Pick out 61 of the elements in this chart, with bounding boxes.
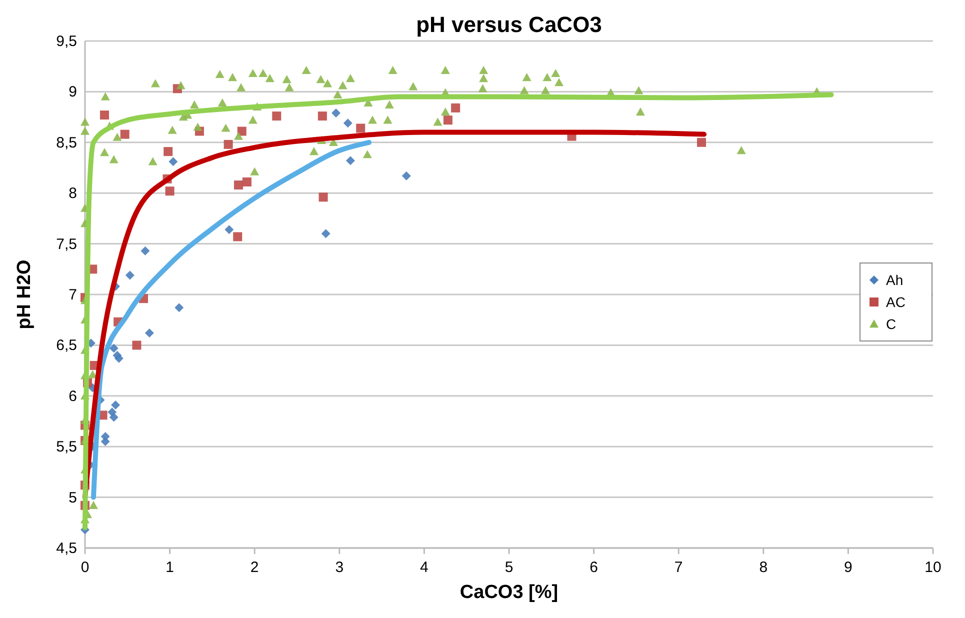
- point: [321, 229, 330, 238]
- point: [132, 340, 142, 350]
- point: [451, 103, 460, 112]
- x-tick-label: 1: [166, 559, 174, 576]
- x-tick-label: 5: [504, 559, 514, 576]
- point: [346, 156, 355, 166]
- point: [109, 344, 118, 353]
- point: [111, 400, 120, 410]
- point: [164, 147, 173, 156]
- chart-title: pH versus CaCO3: [416, 12, 602, 37]
- point: [100, 437, 110, 446]
- point: [140, 246, 150, 256]
- y-tick-label: 6: [68, 388, 77, 405]
- point: [318, 192, 328, 202]
- point: [174, 303, 184, 312]
- x-tick-label: 6: [590, 559, 598, 576]
- point: [237, 126, 246, 136]
- point: [272, 112, 282, 121]
- x-tick-label: 0: [80, 559, 90, 576]
- y-tick-label: 9,5: [56, 33, 77, 50]
- y-tick-label: 8: [68, 185, 77, 202]
- point: [402, 171, 411, 180]
- x-axis-title: CaCO3 [%]: [460, 582, 558, 603]
- legend-label: AC: [886, 294, 906, 310]
- y-tick-label: 7: [68, 286, 77, 304]
- point: [144, 328, 154, 338]
- point: [100, 110, 110, 120]
- y-tick-label: 6,5: [56, 337, 77, 354]
- y-tick-label: 4,5: [56, 540, 77, 557]
- point: [356, 124, 366, 133]
- x-tick-label: 10: [924, 559, 942, 576]
- point: [114, 354, 124, 363]
- y-tick-label: 9: [68, 84, 77, 101]
- point: [168, 157, 178, 166]
- y-tick-label: 5,5: [56, 438, 77, 456]
- y-tick-label: 5: [68, 489, 77, 506]
- point: [165, 186, 174, 196]
- y-tick-label: 7,5: [56, 236, 77, 253]
- x-tick-label: 8: [759, 559, 768, 576]
- legend-label: C: [886, 316, 896, 332]
- point: [224, 225, 234, 234]
- point: [318, 112, 327, 121]
- legend-label: Ah: [886, 272, 904, 288]
- point: [443, 116, 452, 125]
- point: [125, 270, 134, 280]
- y-tick-label: 8,5: [56, 134, 77, 152]
- x-tick-label: 2: [250, 559, 259, 576]
- point: [109, 412, 118, 422]
- x-tick-label: 3: [335, 559, 344, 576]
- point: [120, 130, 130, 139]
- x-tick-label: 9: [844, 559, 852, 576]
- point: [696, 138, 706, 147]
- x-tick-label: 7: [674, 559, 683, 576]
- x-tick-label: 4: [420, 559, 428, 576]
- point: [332, 108, 341, 118]
- point: [242, 177, 252, 186]
- y-axis-title: pH H2O: [14, 260, 35, 330]
- point: [233, 232, 242, 242]
- point: [234, 180, 243, 190]
- point: [343, 118, 352, 128]
- point: [224, 140, 233, 149]
